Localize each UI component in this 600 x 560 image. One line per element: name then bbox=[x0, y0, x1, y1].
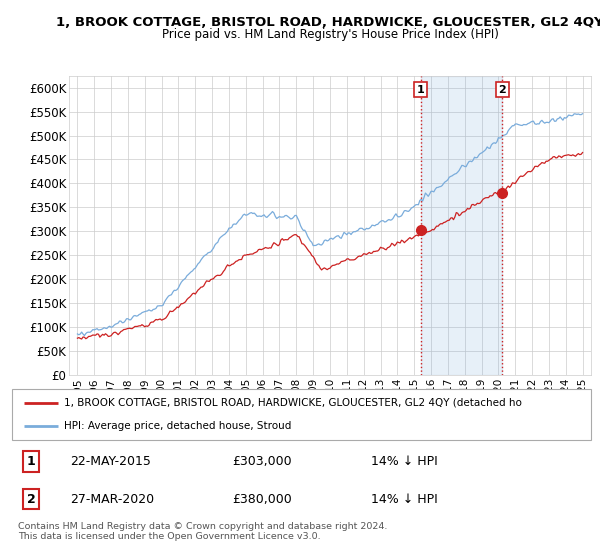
Text: 22-MAY-2015: 22-MAY-2015 bbox=[70, 455, 151, 468]
Text: 2: 2 bbox=[499, 85, 506, 95]
Text: 14% ↓ HPI: 14% ↓ HPI bbox=[371, 493, 438, 506]
Text: £303,000: £303,000 bbox=[232, 455, 292, 468]
Text: HPI: Average price, detached house, Stroud: HPI: Average price, detached house, Stro… bbox=[64, 421, 292, 431]
Text: 27-MAR-2020: 27-MAR-2020 bbox=[70, 493, 154, 506]
Bar bbox=[421, 76, 502, 375]
Text: £380,000: £380,000 bbox=[232, 493, 292, 506]
Text: 2: 2 bbox=[27, 493, 35, 506]
Text: Contains HM Land Registry data © Crown copyright and database right 2024.
This d: Contains HM Land Registry data © Crown c… bbox=[18, 522, 388, 542]
Text: 1, BROOK COTTAGE, BRISTOL ROAD, HARDWICKE, GLOUCESTER, GL2 4QY: 1, BROOK COTTAGE, BRISTOL ROAD, HARDWICK… bbox=[56, 16, 600, 29]
Text: 1: 1 bbox=[27, 455, 35, 468]
Text: Price paid vs. HM Land Registry's House Price Index (HPI): Price paid vs. HM Land Registry's House … bbox=[161, 28, 499, 41]
Text: 14% ↓ HPI: 14% ↓ HPI bbox=[371, 455, 438, 468]
FancyBboxPatch shape bbox=[12, 389, 591, 440]
Text: 1: 1 bbox=[417, 85, 424, 95]
Text: 1, BROOK COTTAGE, BRISTOL ROAD, HARDWICKE, GLOUCESTER, GL2 4QY (detached ho: 1, BROOK COTTAGE, BRISTOL ROAD, HARDWICK… bbox=[64, 398, 522, 408]
